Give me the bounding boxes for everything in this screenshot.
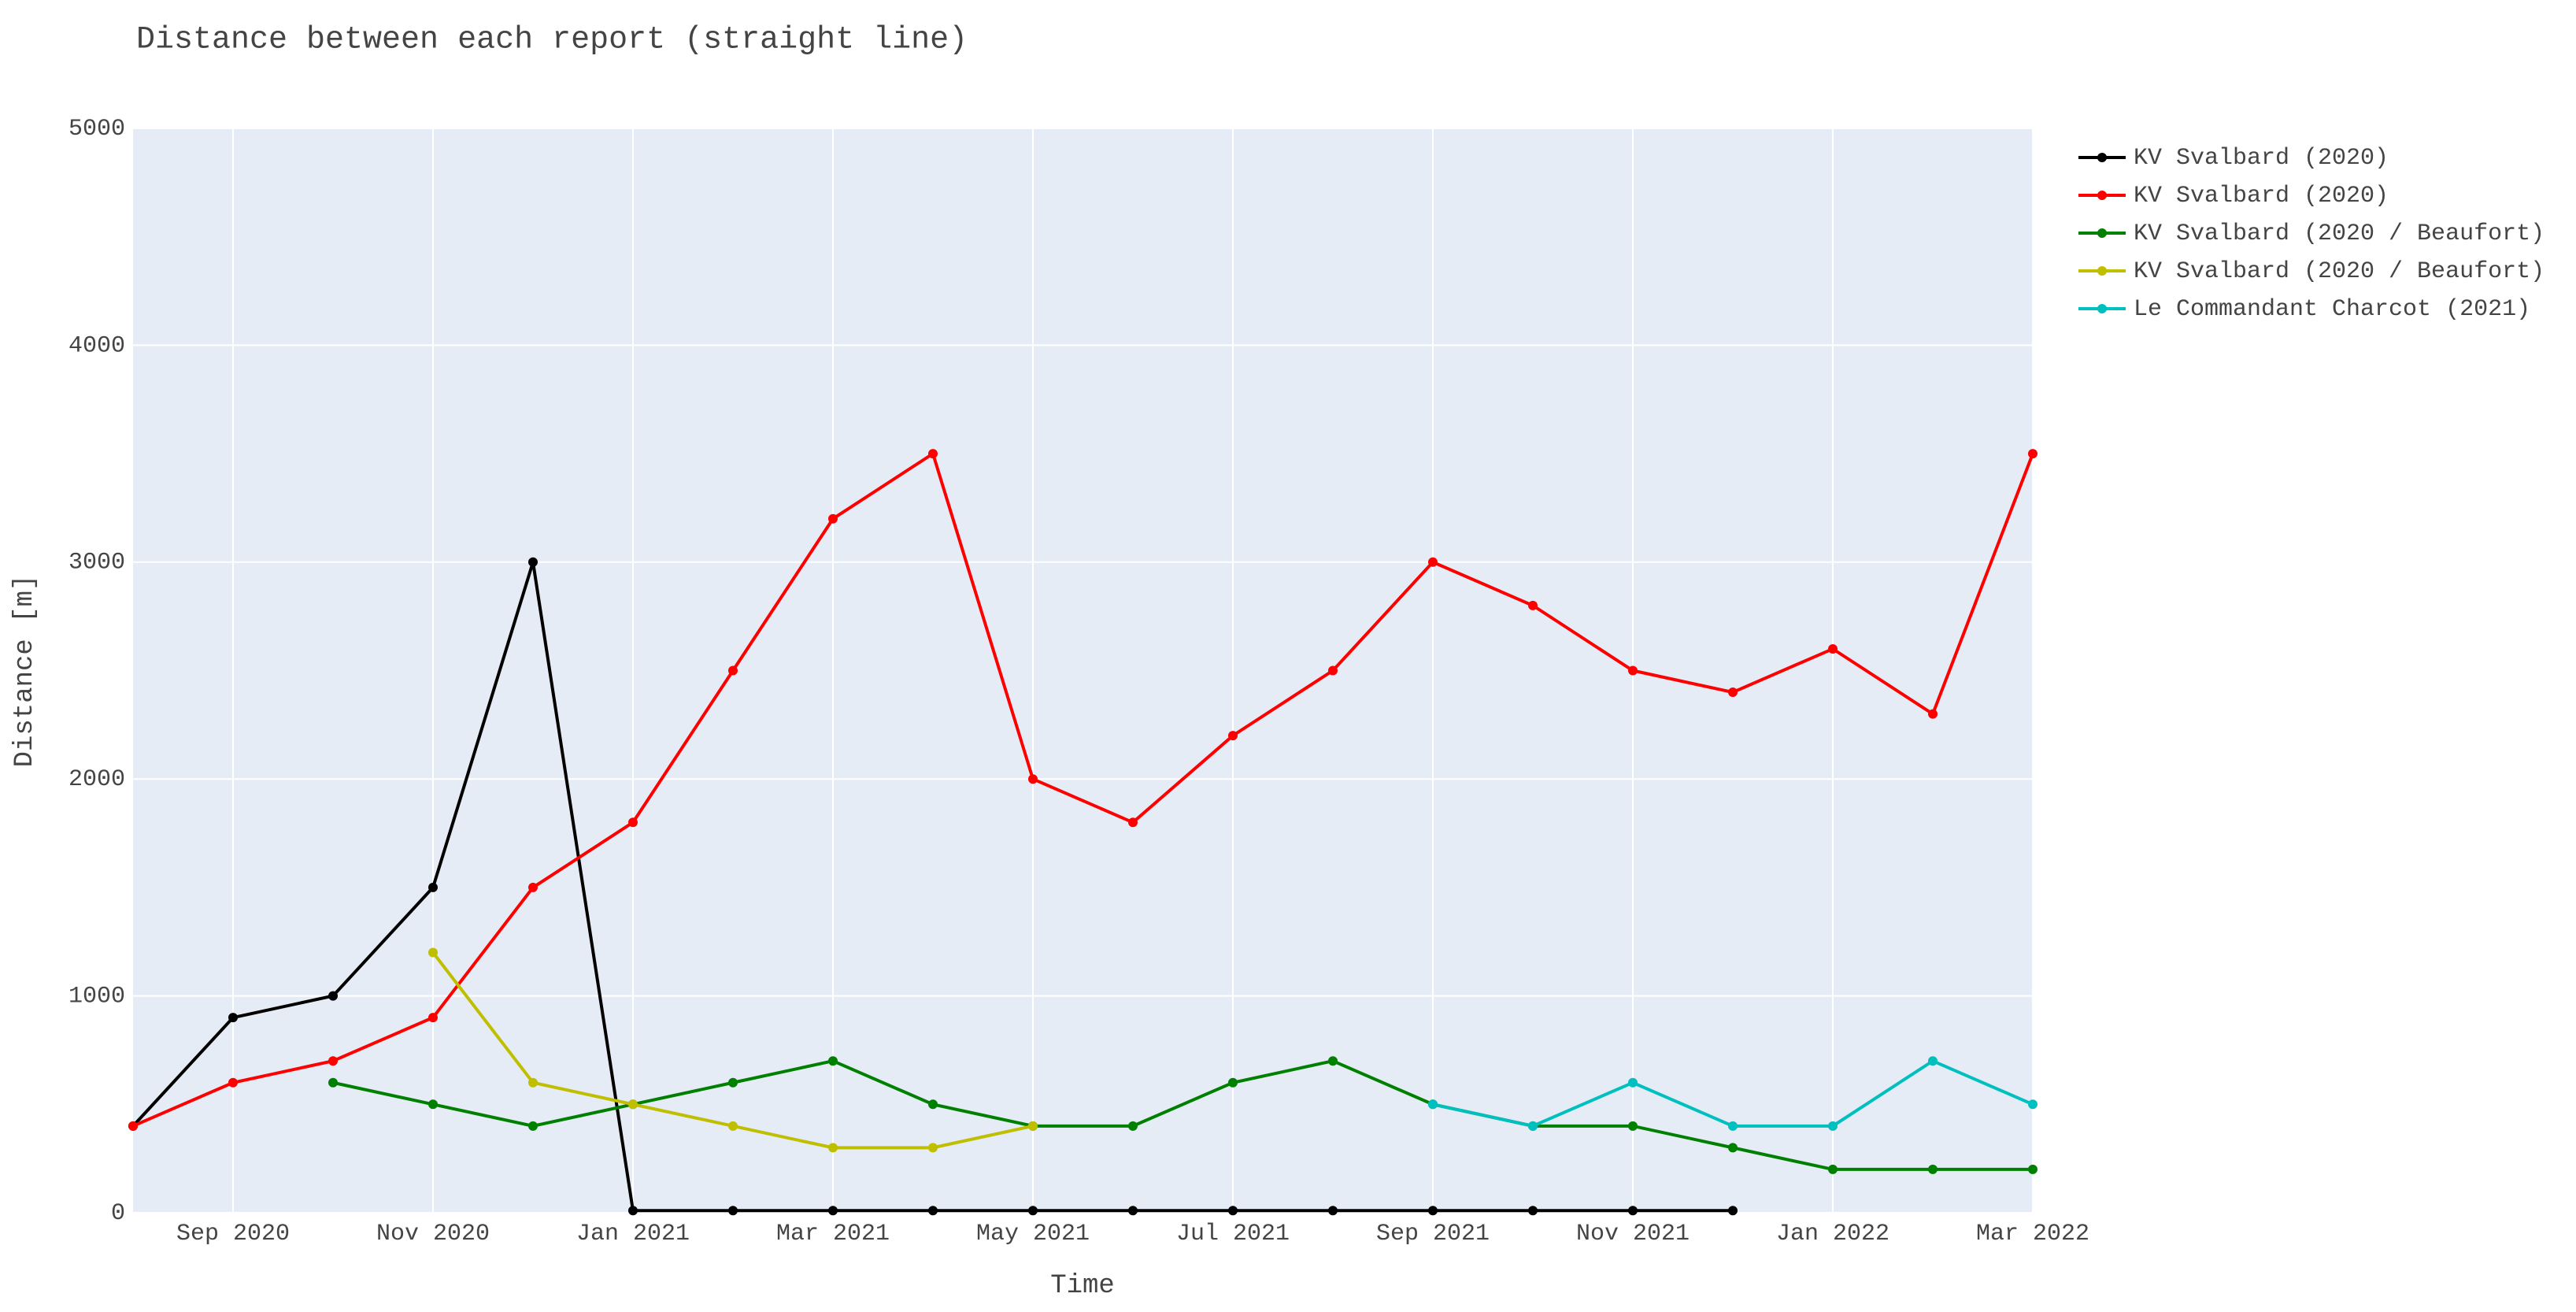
data-point [428, 882, 438, 892]
data-point [528, 1077, 538, 1088]
data-point [1228, 1077, 1238, 1088]
data-point [1828, 1164, 1838, 1174]
data-point [1528, 600, 1538, 610]
data-point [728, 665, 738, 676]
data-point [1228, 1206, 1238, 1216]
data-point [1028, 1121, 1038, 1131]
y-tick-label: 3000 [68, 550, 125, 576]
data-point [528, 1121, 538, 1131]
data-point [1928, 709, 1938, 719]
data-point [1728, 688, 1738, 698]
data-point [1428, 557, 1438, 567]
data-point [428, 1099, 438, 1110]
data-point [1428, 1206, 1438, 1216]
x-tick-label: Jul 2021 [1176, 1221, 1290, 1247]
data-point [1728, 1121, 1738, 1131]
legend-label: Le Commandant Charcot (2021) [2134, 296, 2530, 323]
data-point [928, 1099, 938, 1110]
data-point [1828, 643, 1838, 654]
y-tick-label: 2000 [68, 766, 125, 793]
data-point [628, 1099, 638, 1110]
legend-marker [2097, 304, 2107, 313]
data-point [1928, 1164, 1938, 1174]
y-tick-label: 4000 [68, 332, 125, 359]
data-point [728, 1077, 738, 1088]
data-point [1928, 1056, 1938, 1066]
data-point [1228, 731, 1238, 741]
data-point [1628, 665, 1638, 676]
x-tick-label: Sep 2020 [176, 1221, 290, 1247]
data-point [928, 1206, 938, 1216]
data-point [1528, 1206, 1538, 1216]
data-point [328, 991, 338, 1001]
data-point [1728, 1206, 1738, 1216]
series-line [332, 1059, 2033, 1171]
data-point [1328, 665, 1338, 676]
legend-label: KV Svalbard (2020 / Beaufort) [2134, 221, 2545, 247]
data-point [728, 1121, 738, 1131]
x-tick-label: Sep 2021 [1376, 1221, 1490, 1247]
data-point [928, 1143, 938, 1153]
data-point [2028, 1099, 2037, 1110]
data-point [828, 1206, 838, 1216]
data-point [128, 1121, 138, 1131]
data-point [228, 1013, 238, 1023]
data-point [628, 817, 638, 828]
data-point [1628, 1121, 1638, 1131]
legend-marker [2097, 191, 2107, 200]
data-point [828, 1143, 838, 1153]
legend-label: KV Svalbard (2020) [2134, 183, 2389, 209]
y-tick-label: 1000 [68, 984, 125, 1010]
y-axis-title: Distance [m] [10, 575, 40, 768]
data-point [728, 1206, 738, 1216]
series-line [132, 450, 2034, 1128]
data-point [328, 1056, 338, 1066]
x-tick-label: Mar 2022 [1976, 1221, 2089, 1247]
legend-label: KV Svalbard (2020) [2134, 145, 2389, 172]
data-point [1328, 1206, 1338, 1216]
data-point [1828, 1121, 1838, 1131]
x-tick-label: Nov 2020 [376, 1221, 490, 1247]
chart-title: Distance between each report (straight l… [136, 23, 968, 58]
data-point [1328, 1056, 1338, 1066]
legend-marker [2097, 153, 2107, 162]
data-point [1628, 1077, 1638, 1088]
data-point [1028, 1206, 1038, 1216]
data-point [1528, 1121, 1538, 1131]
data-point [1128, 817, 1138, 828]
data-point [1128, 1206, 1138, 1216]
data-point [1428, 1099, 1438, 1110]
data-point [828, 1056, 838, 1066]
x-tick-label: Mar 2021 [776, 1221, 890, 1247]
data-point [528, 882, 538, 892]
y-tick-label: 5000 [68, 116, 125, 143]
x-tick-label: Jan 2022 [1776, 1221, 1889, 1247]
data-point [1028, 774, 1038, 784]
x-tick-label: May 2021 [976, 1221, 1090, 1247]
data-point [528, 557, 538, 567]
legend-label: KV Svalbard (2020 / Beaufort) [2134, 258, 2545, 285]
plot-area [133, 128, 2033, 1213]
data-point [228, 1077, 238, 1088]
data-point [328, 1077, 338, 1088]
data-point [1128, 1121, 1138, 1131]
data-point [1628, 1206, 1638, 1216]
data-point [2028, 449, 2037, 459]
data-point [428, 1013, 438, 1023]
x-tick-label: Jan 2021 [576, 1221, 690, 1247]
legend-marker [2097, 266, 2107, 276]
legend-marker [2097, 228, 2107, 238]
y-tick-label: 0 [111, 1200, 125, 1227]
data-point [928, 449, 938, 459]
data-point [428, 947, 438, 958]
data-point [628, 1206, 638, 1216]
data-point [2028, 1164, 2037, 1174]
x-axis-title: Time [1050, 1271, 1115, 1301]
data-point [828, 513, 838, 524]
data-point [1728, 1143, 1738, 1153]
x-tick-label: Nov 2021 [1576, 1221, 1690, 1247]
